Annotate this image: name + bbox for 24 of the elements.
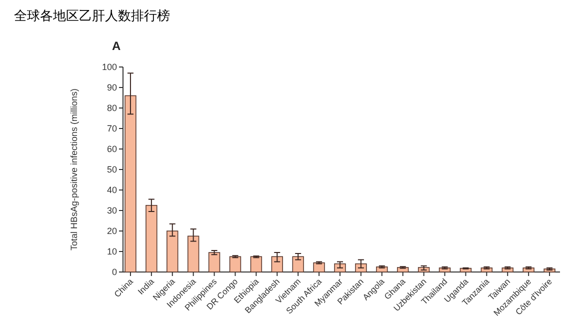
bar [250, 256, 262, 272]
bar [146, 204, 158, 272]
text: A [112, 39, 121, 53]
bar [208, 252, 220, 272]
y-tick-label: 20 [106, 226, 117, 236]
bar [187, 236, 200, 272]
bar [313, 262, 325, 272]
bar [124, 95, 136, 272]
bar [229, 256, 242, 272]
y-tick-label: 80 [106, 103, 117, 113]
y-tick-label: 40 [106, 185, 117, 195]
y-tick-label: 0 [112, 267, 117, 277]
y-tick-label: 10 [106, 246, 117, 256]
y-axis-title: Total HBsAg-positive infections (millions) [69, 88, 79, 251]
chart-title: 全球各地区乙肝人数排行榜 [14, 8, 170, 23]
y-tick-label: 60 [106, 144, 117, 154]
bar [271, 256, 283, 272]
y-tick-label: 50 [106, 164, 117, 174]
bar [166, 230, 178, 272]
bar [292, 256, 304, 272]
y-tick-label: 30 [106, 206, 117, 216]
y-tick-label: 90 [106, 82, 117, 92]
y-tick-label: 70 [106, 124, 117, 134]
y-tick-label: 100 [102, 62, 117, 72]
